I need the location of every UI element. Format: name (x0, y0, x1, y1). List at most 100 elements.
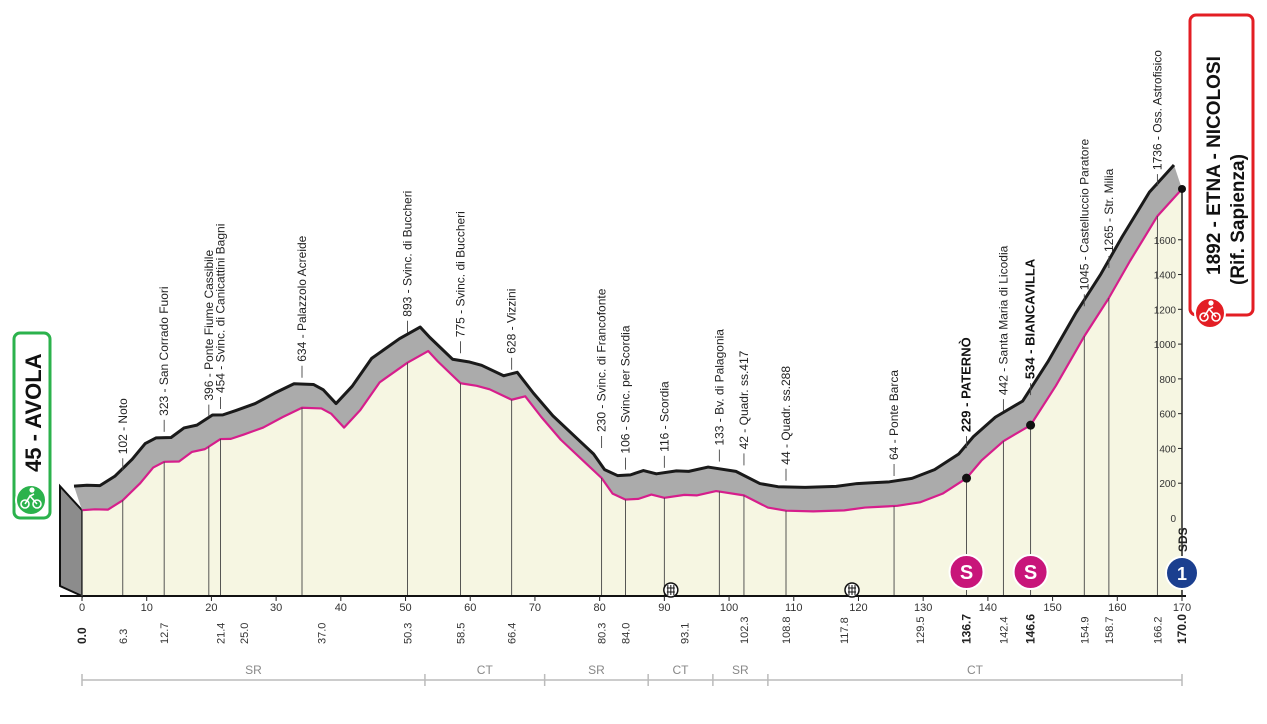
start-separator: - (21, 429, 46, 448)
km-mark-label: 158.7 (1104, 616, 1116, 644)
start-label: 45 - AVOLA (21, 353, 46, 472)
sprint-badge (948, 554, 985, 590)
x-tick-label: 150 (1043, 602, 1061, 614)
finish-cyclist-icon (1199, 300, 1221, 322)
sprint-icon: S (1024, 562, 1037, 584)
y-tick-label: 600 (1159, 410, 1176, 421)
waypoint-label: 323 - San Corrado Fuori (157, 286, 171, 415)
start-altitude: 45 (21, 448, 46, 472)
zone-label: SR (732, 663, 749, 677)
finish-marker: 1892 - ETNA - NICOLOSI (Rif. Sapienza) (1188, 13, 1255, 329)
x-tick-label: 0 (79, 602, 85, 614)
start-name: AVOLA (21, 353, 46, 428)
finish-sub-label: (Rif. Sapienza) (1228, 154, 1249, 285)
profile-side-wall (59, 483, 83, 598)
km-mark-label: 66.4 (507, 623, 519, 644)
km-mark-label: 58.5 (456, 623, 468, 644)
km-mark-label: 37.0 (316, 623, 328, 644)
y-zero-label: 0 (1170, 514, 1176, 525)
sprint-icon: S (960, 562, 973, 584)
km-mark-label: 25.0 (239, 623, 251, 644)
waypoint-label: 42 - Quadr. ss.417 (737, 350, 751, 449)
finish-name: ETNA - NICOLOSI (1204, 56, 1225, 216)
waypoint-label: 1265 - Str. Milia (1102, 168, 1116, 252)
km-mark-label: 80.3 (597, 623, 609, 644)
finish-separator: - (1204, 216, 1225, 233)
zone-label: SR (588, 663, 605, 677)
x-tick-label: 10 (141, 602, 153, 614)
waypoint-label: 534 - BIANCAVILLA (1023, 258, 1038, 379)
profile-front-face (82, 188, 1182, 596)
waypoint-label: 230 - Svinc. di Francofonte (595, 288, 609, 432)
x-tick-label: 140 (979, 602, 997, 614)
y-tick-label: 1400 (1154, 271, 1177, 282)
waypoint-label: 133 - Bv. di Palagonia (712, 329, 726, 446)
km-mark-label: 136.7 (960, 614, 974, 644)
waypoint-labels-layer: 102 - Noto 323 - San Corrado Fuori 396 - P… (116, 50, 1165, 465)
sds-icon: 1 (1177, 564, 1187, 584)
x-tick-label: 60 (464, 602, 476, 614)
x-tick-label: 30 (270, 602, 282, 614)
waypoint-label: 628 - Vizzini (505, 289, 519, 354)
x-tick-label: 70 (529, 602, 541, 614)
y-tick-label: 1600 (1154, 236, 1177, 247)
km-mark-label: 166.2 (1152, 616, 1164, 644)
zone-label: CT (673, 663, 690, 677)
finish-label: 1892 - ETNA - NICOLOSI (1204, 56, 1225, 275)
profile-ridge-line (73, 163, 1176, 489)
waypoint-label: 229 - PATERNÒ (959, 337, 974, 432)
profile-background-layer (59, 163, 1182, 598)
waypoint-label: 44 - Quadr. ss.288 (779, 366, 793, 465)
x-tick-label: 20 (205, 602, 217, 614)
km-mark-label: 102.3 (739, 616, 751, 644)
x-tick-label: 170 (1173, 602, 1191, 614)
km-mark-label: 142.4 (998, 616, 1010, 644)
y-tick-label: 800 (1159, 375, 1176, 386)
province-zones-layer: SR CT SR CT SR CT (81, 663, 1183, 686)
waypoint-label: 116 - Scordia (657, 381, 671, 452)
waypoint-label: 775 - Svinc. di Buccheri (454, 211, 468, 337)
x-tick-label: 40 (335, 602, 347, 614)
waypoint-label: 396 - Ponte Fiume Cassibile (202, 250, 216, 401)
km-mark-label: 129.5 (915, 616, 927, 644)
km-mark-label: 0.0 (75, 627, 89, 644)
axis-layer: 200 400 600 800 1000 1200 1400 1600 0 0 10 20 30 40 50… (60, 184, 1191, 644)
finish-altitude: 1892 (1204, 233, 1225, 275)
y-tick-label: 1000 (1154, 340, 1177, 351)
zone-label: CT (967, 663, 984, 677)
waypoint-label: 454 - Svinc. di Canicattini Bagni (213, 224, 227, 393)
zone-label: CT (477, 663, 494, 677)
km-mark-label: 170.0 (1175, 614, 1189, 644)
waypoint-label: 64 - Ponte Barca (887, 370, 901, 460)
x-tick-label: 50 (399, 602, 411, 614)
x-tick-label: 160 (1108, 602, 1126, 614)
km-mark-label: 12.7 (159, 623, 171, 644)
km-mark-label: 117.8 (839, 617, 851, 644)
sds-label: SDS (1176, 527, 1190, 552)
km-mark-label: 21.4 (215, 623, 227, 644)
km-mark-label: 108.8 (781, 616, 793, 644)
x-tick-label: 80 (594, 602, 606, 614)
start-box (12, 331, 52, 520)
icons-layer: S S SDS 1 (663, 420, 1199, 598)
km-mark-label: 50.3 (402, 623, 414, 644)
x-tick-label: 120 (849, 602, 867, 614)
waypoint-label: 442 - Santa Maria di Licodia (996, 245, 1010, 395)
waypoint-lines-layer (122, 174, 1158, 596)
x-tick-label: 100 (720, 602, 738, 614)
y-tick-label: 1200 (1154, 305, 1177, 316)
start-marker: 45 - AVOLA (12, 331, 52, 520)
finish-dot (1178, 184, 1186, 193)
y-tick-label: 200 (1159, 479, 1176, 490)
x-tick-label: 130 (914, 602, 932, 614)
km-mark-label: 93.1 (679, 623, 691, 644)
zone-label: SR (245, 663, 262, 677)
waypoint-label: 893 - Svinc. di Buccheri (400, 191, 414, 317)
sprint-point (1026, 420, 1036, 430)
y-tick-label: 400 (1159, 444, 1176, 455)
sprint-point (962, 473, 972, 483)
waypoint-label: 634 - Palazzolo Acreide (295, 235, 309, 361)
km-mark-label: 6.3 (118, 629, 130, 644)
